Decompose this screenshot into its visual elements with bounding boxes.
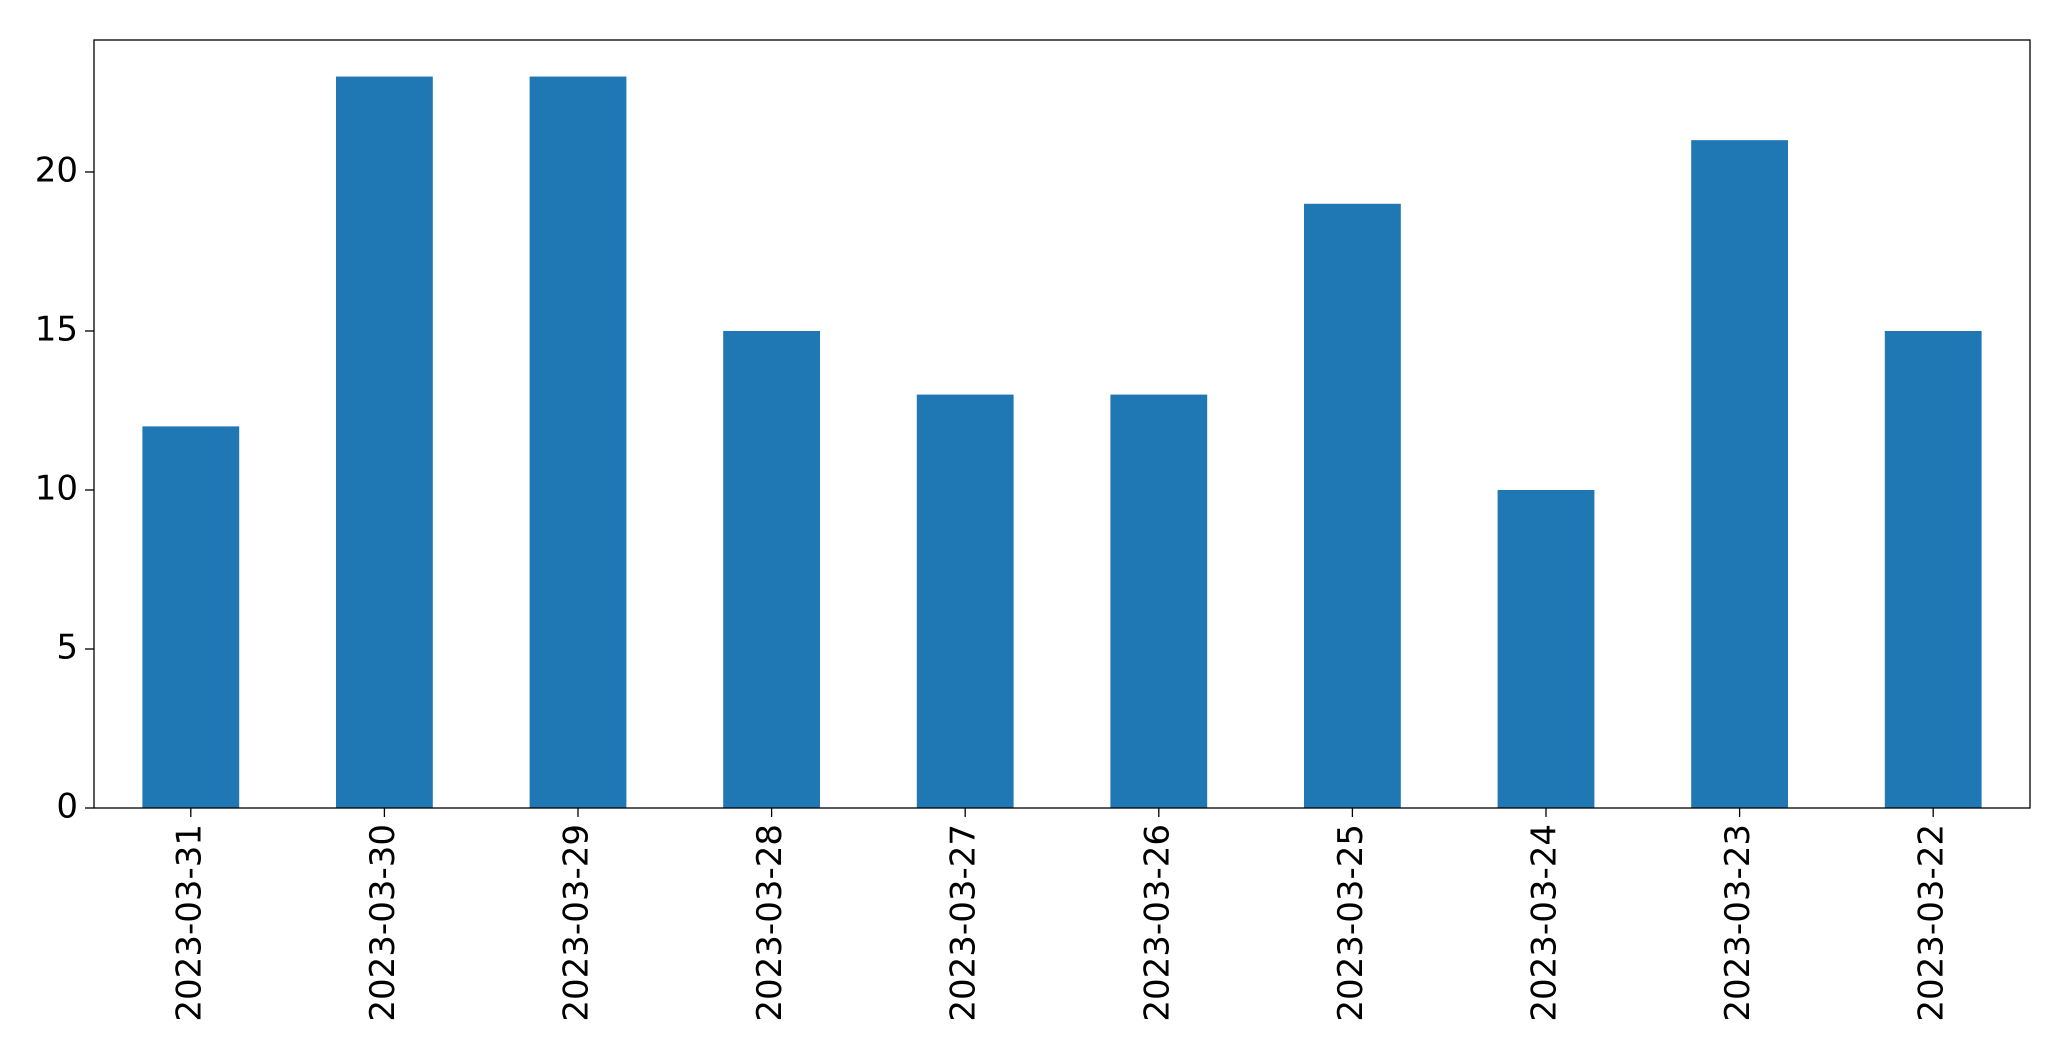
x-tick-label: 2023-03-29 <box>557 824 597 1022</box>
y-tick-label: 15 <box>35 309 78 349</box>
x-tick-label: 2023-03-28 <box>750 824 790 1022</box>
y-tick-label: 0 <box>56 787 78 827</box>
y-tick-label: 10 <box>35 468 78 508</box>
bar <box>1691 140 1788 808</box>
x-tick-label: 2023-03-22 <box>1912 824 1952 1022</box>
bar <box>336 76 433 809</box>
plot-area <box>142 76 1982 809</box>
bar <box>529 76 627 809</box>
bar <box>723 330 820 808</box>
x-tick-label: 2023-03-26 <box>1137 824 1177 1022</box>
bar <box>1884 330 1982 808</box>
bar <box>142 426 240 808</box>
y-tick-label: 20 <box>35 150 78 190</box>
x-tick-label: 2023-03-27 <box>944 824 984 1022</box>
bar <box>916 394 1014 808</box>
bar <box>1497 489 1595 808</box>
axes-frame <box>93 39 2031 809</box>
bar <box>1304 203 1401 809</box>
x-tick-label: 2023-03-30 <box>363 824 403 1022</box>
x-tick-label: 2023-03-24 <box>1525 824 1565 1022</box>
x-tick-label: 2023-03-25 <box>1331 824 1371 1022</box>
bar <box>1110 394 1208 808</box>
y-tick-label: 5 <box>56 627 78 667</box>
x-tick-label: 2023-03-31 <box>169 824 209 1022</box>
x-tick-label: 2023-03-23 <box>1718 824 1758 1022</box>
